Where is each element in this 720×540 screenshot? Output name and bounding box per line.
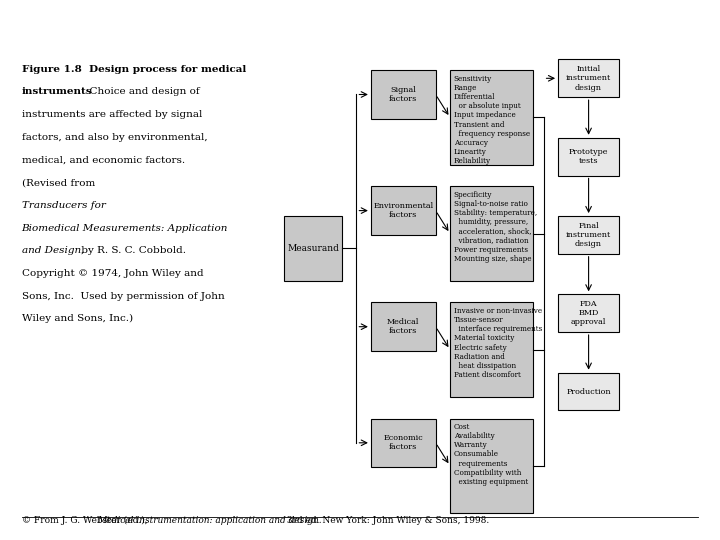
- Text: Prototype
tests: Prototype tests: [569, 148, 608, 165]
- FancyBboxPatch shape: [284, 216, 342, 281]
- FancyBboxPatch shape: [450, 70, 533, 165]
- Text: Specificity
Signal-to-noise ratio
Stability: temperature,
  humidity, pressure,
: Specificity Signal-to-noise ratio Stabil…: [454, 191, 536, 263]
- Text: Production: Production: [567, 388, 611, 395]
- Text: Measurand: Measurand: [287, 244, 339, 253]
- FancyBboxPatch shape: [558, 59, 619, 97]
- FancyBboxPatch shape: [371, 418, 436, 467]
- FancyBboxPatch shape: [371, 302, 436, 351]
- FancyBboxPatch shape: [558, 216, 619, 254]
- Text: by R. S. C. Cobbold.: by R. S. C. Cobbold.: [78, 246, 186, 255]
- Text: Wiley and Sons, Inc.): Wiley and Sons, Inc.): [22, 314, 132, 323]
- Text: Environmental
factors: Environmental factors: [373, 202, 433, 219]
- Text: Sensitivity
Range
Differential
  or absolute input
Input impedance
Transient and: Sensitivity Range Differential or absolu…: [454, 75, 530, 165]
- Text: Medical
factors: Medical factors: [387, 318, 419, 335]
- FancyBboxPatch shape: [558, 294, 619, 332]
- Text: and Design,: and Design,: [22, 246, 84, 255]
- Text: Economic
factors: Economic factors: [383, 434, 423, 451]
- Text: medical, and economic factors.: medical, and economic factors.: [22, 156, 185, 165]
- FancyBboxPatch shape: [558, 138, 619, 176]
- FancyBboxPatch shape: [371, 186, 436, 235]
- Text: Biomedical Measurements: Application: Biomedical Measurements: Application: [22, 224, 228, 233]
- Text: Cost
Availability
Warranty
Consumable
  requirements
Compatibility with
  existi: Cost Availability Warranty Consumable re…: [454, 423, 528, 486]
- FancyBboxPatch shape: [450, 418, 533, 513]
- Text: Final
instrument
design: Final instrument design: [566, 222, 611, 248]
- Text: FDA
BMD
approval: FDA BMD approval: [571, 300, 606, 326]
- Text: 3rd ed. New York: John Wiley & Sons, 1998.: 3rd ed. New York: John Wiley & Sons, 199…: [284, 516, 490, 525]
- Text: Figure 1.8  Design process for medical: Figure 1.8 Design process for medical: [22, 65, 246, 74]
- Text: Invasive or non-invasive
Tissue-sensor
  interface requirements
Material toxicit: Invasive or non-invasive Tissue-sensor i…: [454, 307, 542, 379]
- Text: Medical instrumentation: application and design.: Medical instrumentation: application and…: [97, 516, 322, 525]
- FancyBboxPatch shape: [450, 186, 533, 281]
- FancyBboxPatch shape: [450, 302, 533, 397]
- Text: Signal
factors: Signal factors: [389, 86, 418, 103]
- Text: Sons, Inc.  Used by permission of John: Sons, Inc. Used by permission of John: [22, 292, 225, 301]
- Text: Choice and design of: Choice and design of: [83, 87, 199, 97]
- Text: instruments are affected by signal: instruments are affected by signal: [22, 110, 202, 119]
- Text: © From J. G. Webster (ed.),: © From J. G. Webster (ed.),: [22, 516, 150, 525]
- FancyBboxPatch shape: [558, 373, 619, 410]
- Text: factors, and also by environmental,: factors, and also by environmental,: [22, 133, 207, 142]
- Text: Initial
instrument
design: Initial instrument design: [566, 65, 611, 91]
- Text: instruments: instruments: [22, 87, 92, 97]
- Text: Transducers for: Transducers for: [22, 201, 105, 210]
- Text: Copyright © 1974, John Wiley and: Copyright © 1974, John Wiley and: [22, 269, 203, 278]
- FancyBboxPatch shape: [371, 70, 436, 119]
- Text: (Revised from: (Revised from: [22, 178, 98, 187]
